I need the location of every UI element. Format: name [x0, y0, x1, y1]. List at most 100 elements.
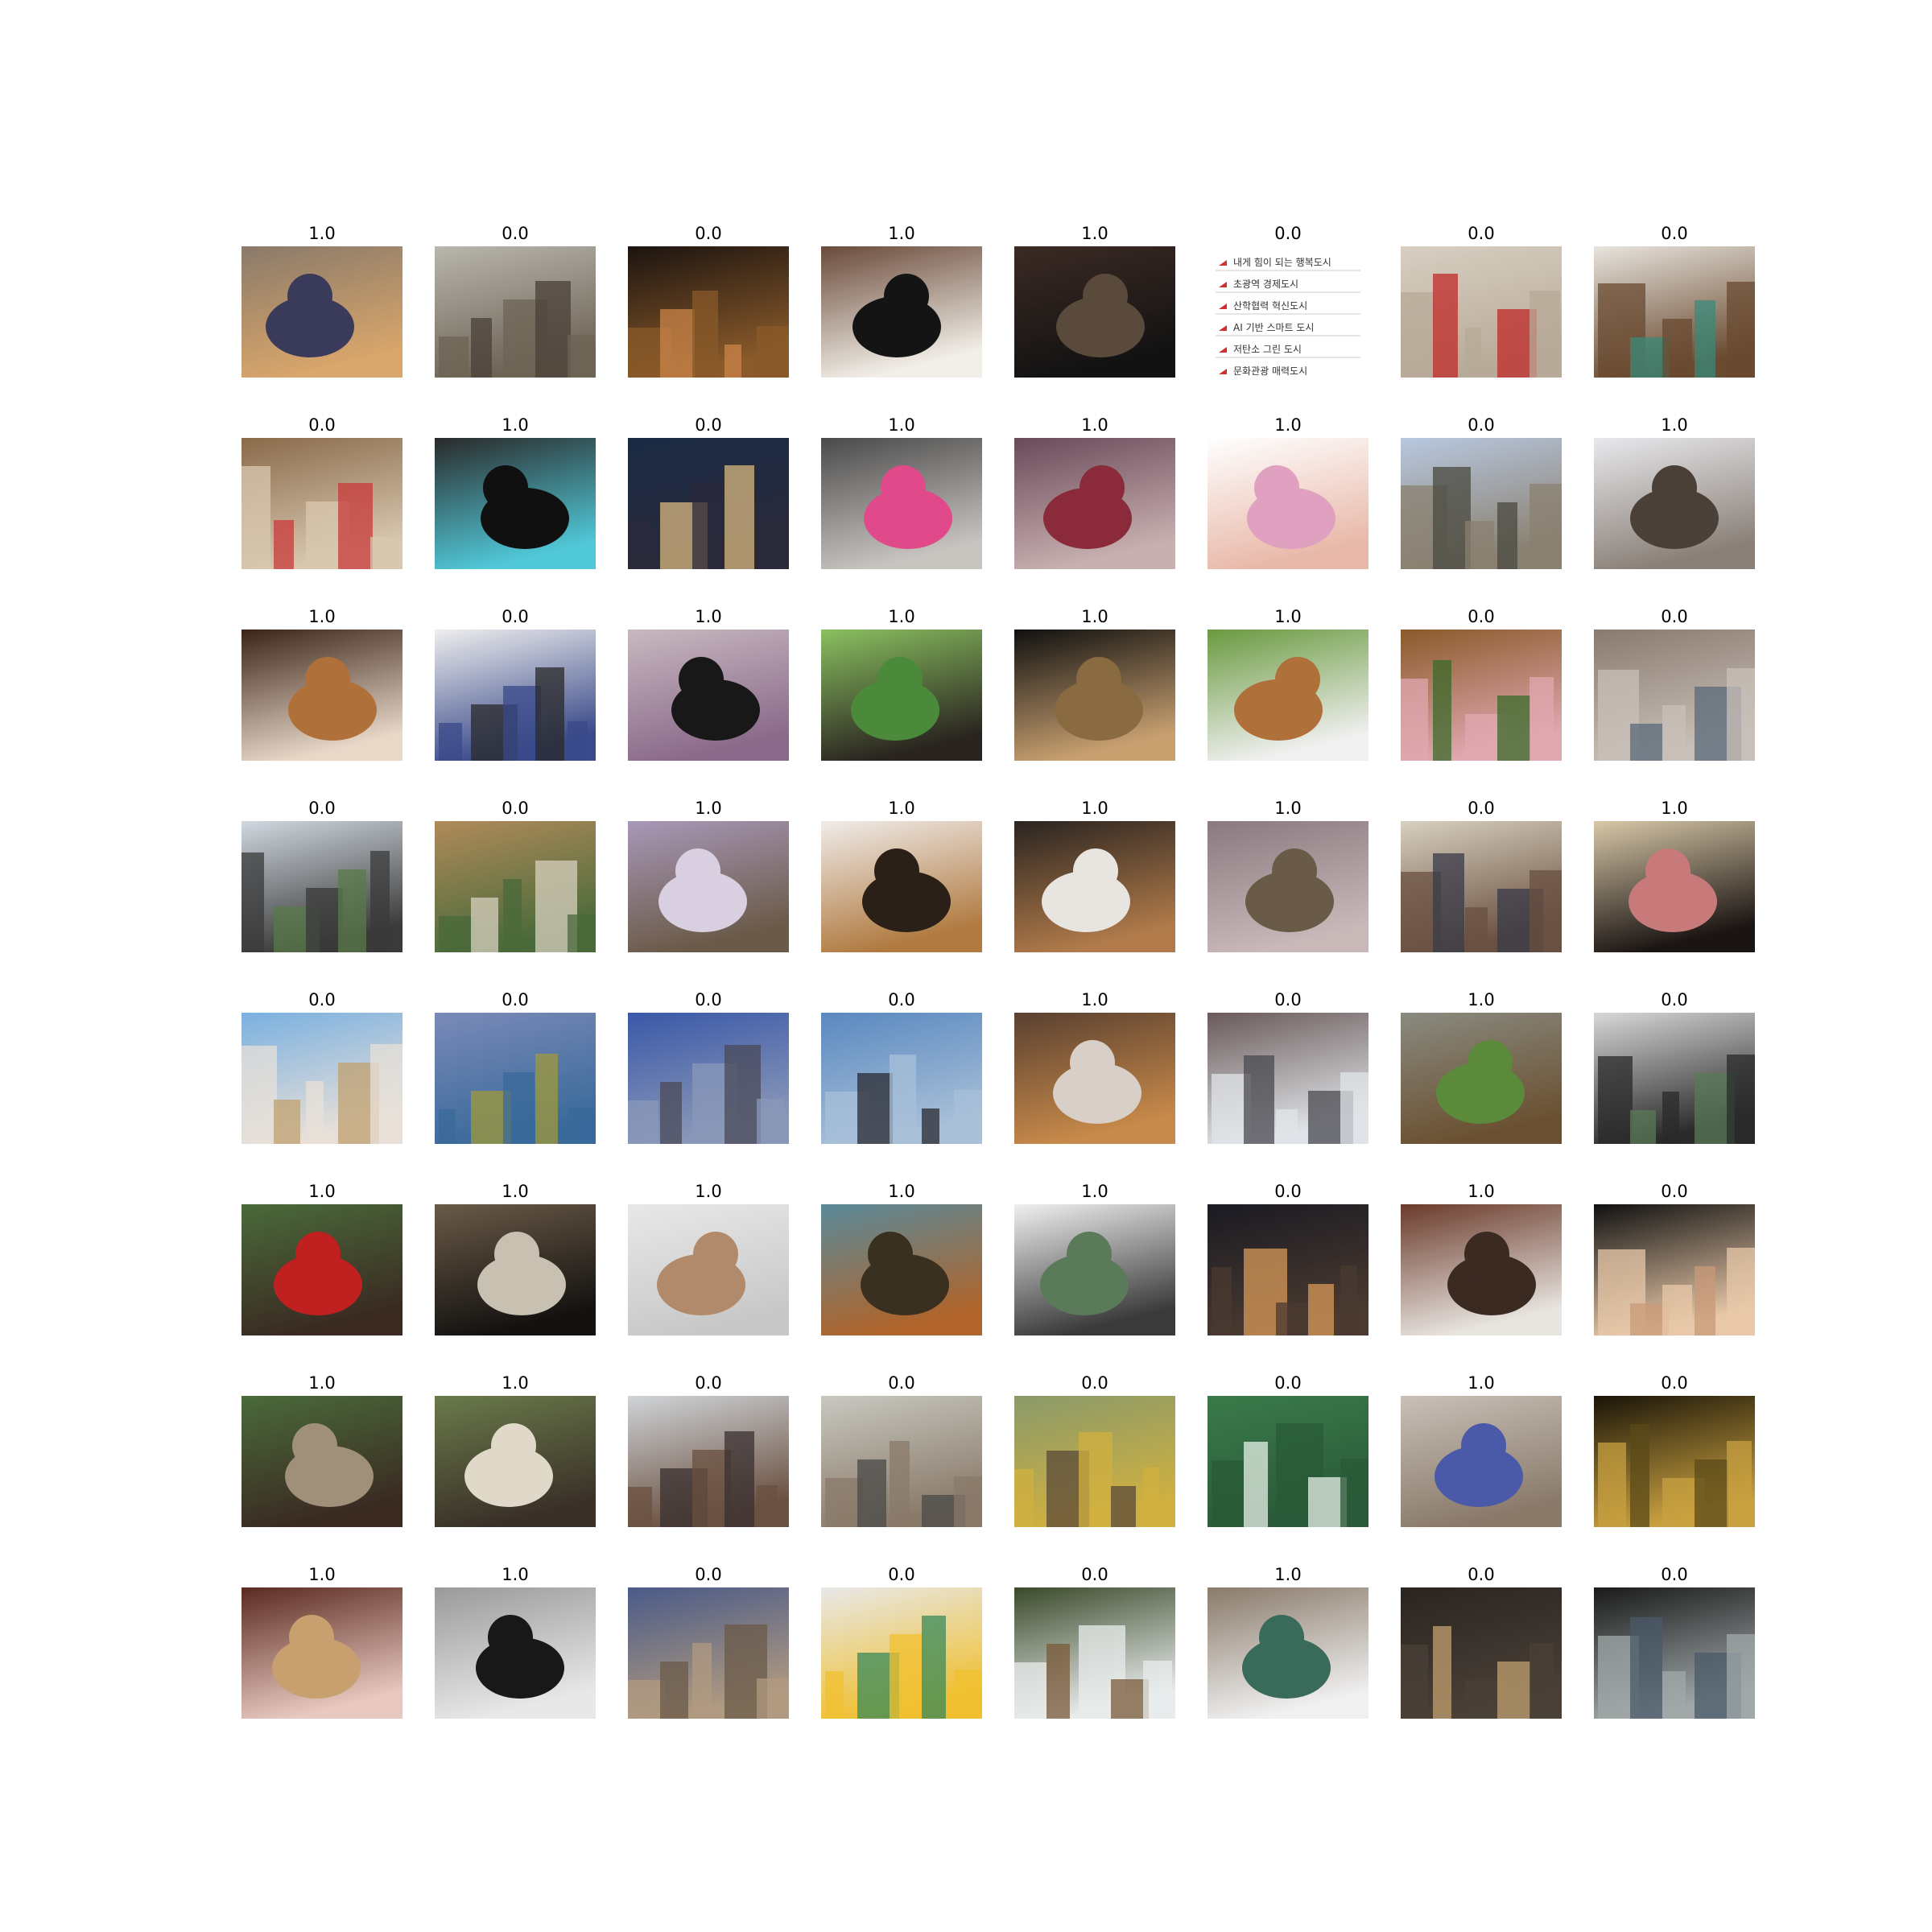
thumbnail-image [1014, 630, 1175, 761]
thumbnail-moon [1594, 1204, 1755, 1335]
cell-label: 0.0 [1468, 224, 1495, 243]
thumbnail-cat [628, 821, 789, 952]
cell-label: 0.0 [1468, 1565, 1495, 1584]
thumbnail-image [242, 630, 402, 761]
thumbnail-tree-path [1014, 1396, 1175, 1527]
text-line: AI 기반 스마트 도시 [1233, 322, 1314, 333]
cell-label: 1.0 [1468, 990, 1495, 1009]
cell-label: 1.0 [1274, 415, 1302, 435]
thumbnail-image [435, 821, 596, 952]
thumbnail-cat [1014, 246, 1175, 378]
thumbnail-image [435, 1013, 596, 1144]
thumbnail-image [821, 246, 982, 378]
thumbnail-night-village [1208, 1204, 1368, 1335]
thumbnail-poster [1401, 246, 1562, 378]
thumbnail-image [1014, 821, 1175, 952]
thumbnail-dog [435, 1204, 596, 1335]
cell-label: 1.0 [888, 224, 915, 243]
thumbnail-image [1208, 1013, 1368, 1144]
thumbnail-image [628, 246, 789, 378]
thumbnail-cat [435, 1587, 596, 1719]
cell-label: 1.0 [1661, 415, 1688, 435]
cell-label: 0.0 [695, 224, 722, 243]
thumbnail-alley [628, 1396, 789, 1527]
cell-label: 1.0 [502, 1182, 529, 1201]
thumbnail-image [1594, 821, 1755, 952]
thumbnail-image [1401, 438, 1562, 569]
cell-label: 1.0 [888, 799, 915, 818]
thumbnail-gallery-interior [1401, 1587, 1562, 1719]
cell-label: 1.0 [888, 607, 915, 626]
cell-label: 1.0 [308, 1565, 336, 1584]
cell-label: 1.0 [1081, 607, 1108, 626]
thumbnail-cat [1208, 821, 1368, 952]
cell-label: 1.0 [695, 799, 722, 818]
cell-label: 0.0 [308, 799, 336, 818]
cell-label: 0.0 [1468, 607, 1495, 626]
cell-label: 0.0 [695, 1565, 722, 1584]
thumbnail-image [1594, 630, 1755, 761]
cell-label: 0.0 [695, 990, 722, 1009]
thumbnail-image [628, 1396, 789, 1527]
cell-label: 1.0 [1468, 1373, 1495, 1393]
thumbnail-cats [242, 246, 402, 378]
thumbnail-cat [1014, 630, 1175, 761]
thumbnail-dog [1014, 1013, 1175, 1144]
thumbnail-image [1401, 630, 1562, 761]
thumbnail-image [1014, 1013, 1175, 1144]
thumbnail-image [242, 1587, 402, 1719]
thumbnail-image [242, 246, 402, 378]
cell-label: 0.0 [1661, 990, 1688, 1009]
thumbnail-image [821, 1396, 982, 1527]
cell-label: 0.0 [502, 224, 529, 243]
thumbnail-dog [821, 821, 982, 952]
cell-label: 1.0 [502, 1373, 529, 1393]
cell-label: 1.0 [1468, 1182, 1495, 1201]
cell-label: 0.0 [1468, 415, 1495, 435]
thumbnail-dog [242, 1587, 402, 1719]
cell-label: 1.0 [308, 224, 336, 243]
cell-label: 1.0 [888, 1182, 915, 1201]
cell-label: 0.0 [1468, 799, 1495, 818]
thumbnail-alley-people [1594, 246, 1755, 378]
thumbnail-image [435, 438, 596, 569]
thumbnail-image [821, 1204, 982, 1335]
cell-label: 0.0 [1661, 607, 1688, 626]
thumbnail-image [435, 1587, 596, 1719]
thumbnail-cat [1594, 438, 1755, 569]
thumbnail-lights [1594, 1396, 1755, 1527]
thumbnail-dog-on-grass [1208, 630, 1368, 761]
thumbnail-image [1401, 1587, 1562, 1719]
thumbnail-cat [242, 630, 402, 761]
cell-label: 1.0 [1274, 607, 1302, 626]
cell-label: 0.0 [695, 1373, 722, 1393]
thumbnail-cat [821, 246, 982, 378]
cell-label: 0.0 [502, 990, 529, 1009]
thumbnail-image [1401, 1204, 1562, 1335]
cell-label: 0.0 [502, 799, 529, 818]
thumbnail-image [1401, 1396, 1562, 1527]
thumbnail-arcade [1594, 1587, 1755, 1719]
thumbnail-kitten-held [1401, 1396, 1562, 1527]
thumbnail-dog [242, 1204, 402, 1335]
cell-label: 1.0 [695, 607, 722, 626]
thumbnail-image [1208, 630, 1368, 761]
thumbnail-dog [1014, 438, 1175, 569]
cell-label: 0.0 [308, 990, 336, 1009]
cell-label: 1.0 [695, 1182, 722, 1201]
thumbnail-dog [242, 1396, 402, 1527]
thumbnail-girl-puppy [1208, 438, 1368, 569]
thumbnail-image [628, 1204, 789, 1335]
cell-label: 1.0 [308, 1373, 336, 1393]
cell-label: 0.0 [1274, 1182, 1302, 1201]
thumbnail-image [628, 438, 789, 569]
cell-label: 0.0 [1274, 990, 1302, 1009]
thumbnail-image [1014, 246, 1175, 378]
thumbnail-skyline [628, 1013, 789, 1144]
thumbnail-image [242, 1204, 402, 1335]
thumbnail-image [1594, 438, 1755, 569]
thumbnail-image [821, 630, 982, 761]
cell-label: 0.0 [1661, 1565, 1688, 1584]
cell-label: 1.0 [1081, 415, 1108, 435]
